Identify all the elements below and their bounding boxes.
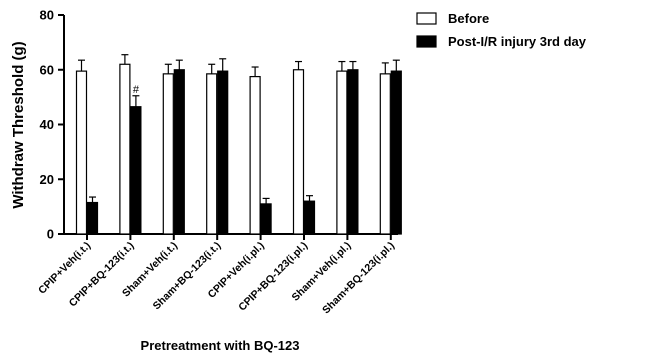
bar-post xyxy=(260,203,272,235)
y-tick-label: 60 xyxy=(40,62,54,77)
bar-post xyxy=(173,69,185,235)
significance-marker: # xyxy=(133,84,140,96)
bars: # xyxy=(75,54,402,235)
legend: Before Post-I/R injury 3rd day xyxy=(416,11,587,49)
bar-before xyxy=(292,69,305,235)
bar-before xyxy=(249,75,261,235)
x-tick-label: Sham+BQ-123(i.pl.) xyxy=(320,240,397,317)
bar-post xyxy=(390,70,402,235)
y-tick-label: 80 xyxy=(40,8,54,23)
bar-post xyxy=(130,106,142,235)
x-axis-title: Pretreatment with BQ-123 xyxy=(141,338,300,353)
legend-swatch-before xyxy=(416,12,437,25)
legend-label-before: Before xyxy=(448,11,489,26)
y-axis-title: Withdraw Threshold (g) xyxy=(10,41,27,208)
bar-post xyxy=(86,201,99,235)
legend-label-post: Post-I/R injury 3rd day xyxy=(448,34,587,49)
bar-before xyxy=(75,70,88,235)
bar-before xyxy=(119,63,131,235)
bar-post xyxy=(217,70,229,235)
legend-swatch-post xyxy=(416,35,437,48)
bar-post xyxy=(347,69,359,235)
bar-post xyxy=(303,200,316,235)
x-tick-labels: CPIP+Veh(i.t.)CPIP+BQ-123(i.t.)Sham+Veh(… xyxy=(36,240,397,317)
y-tick-label: 0 xyxy=(47,227,54,242)
y-tick-label: 20 xyxy=(40,172,54,187)
bar-before xyxy=(336,70,348,235)
y-tick-label: 40 xyxy=(40,117,54,132)
bar-before xyxy=(379,73,391,235)
bar-before xyxy=(206,73,218,235)
bar-before xyxy=(162,73,174,235)
